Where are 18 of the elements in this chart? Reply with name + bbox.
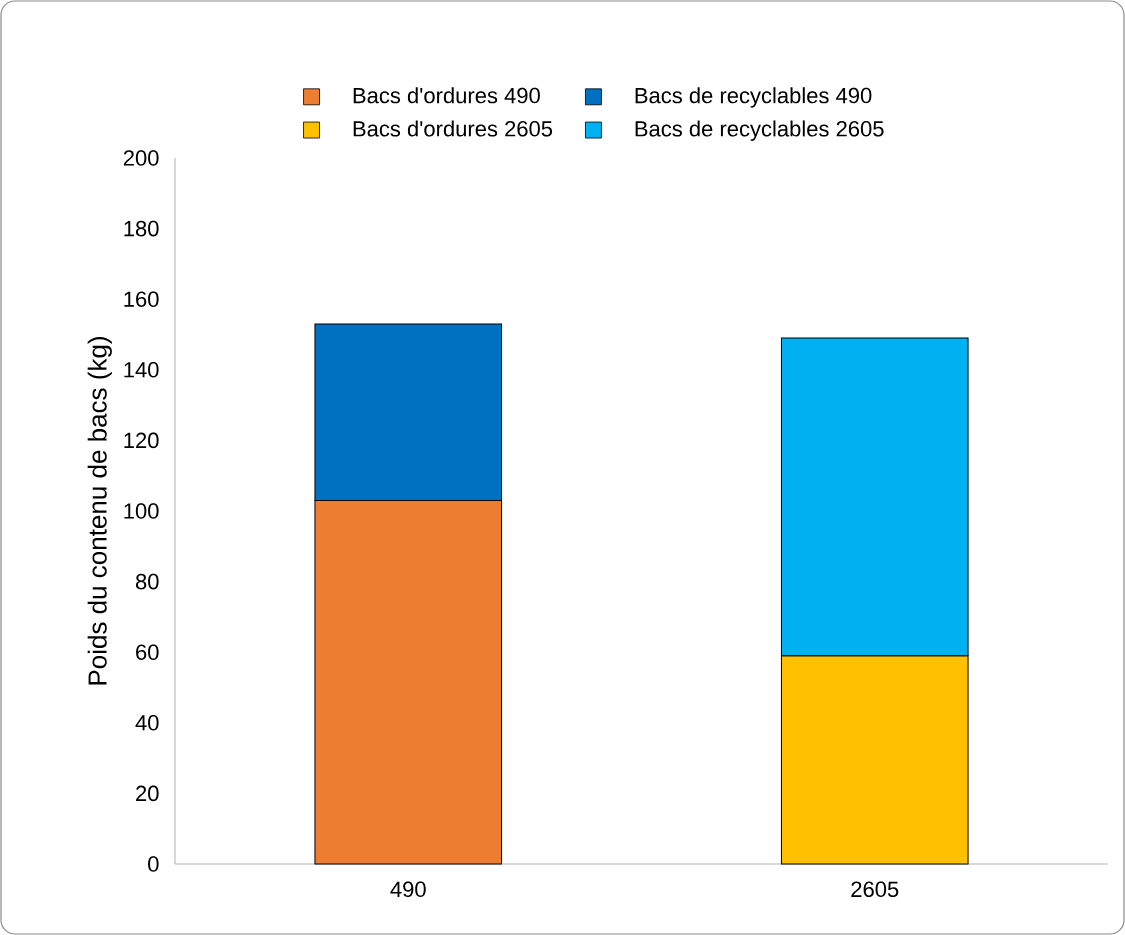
y-tick-label: 0	[148, 856, 159, 872]
legend-label: Bacs de recyclables 2605	[635, 120, 884, 141]
y-tick-label: 140	[124, 362, 159, 378]
y-tick-label: 80	[135, 573, 159, 590]
legend-label: Bacs d'ordures 2605	[353, 120, 553, 137]
y-tick-label: 20	[136, 785, 159, 802]
legend-label: Bacs de recyclables 490	[635, 87, 872, 108]
x-tick-label: 2605	[851, 881, 899, 898]
y-tick-label: 60	[136, 644, 159, 660]
y-tick-label: 200	[123, 150, 159, 166]
y-tick-label: 180	[124, 220, 159, 237]
y-axis-title: Poids du contenu de bacs (kg)	[87, 337, 112, 685]
y-tick-label: 120	[124, 432, 159, 449]
y-tick-label: 100	[124, 503, 159, 519]
y-tick-label: 160	[124, 291, 159, 307]
x-tick-label: 490	[390, 881, 426, 898]
y-tick-label: 40	[135, 715, 159, 731]
legend-label: Bacs d'ordures 490	[353, 87, 540, 104]
